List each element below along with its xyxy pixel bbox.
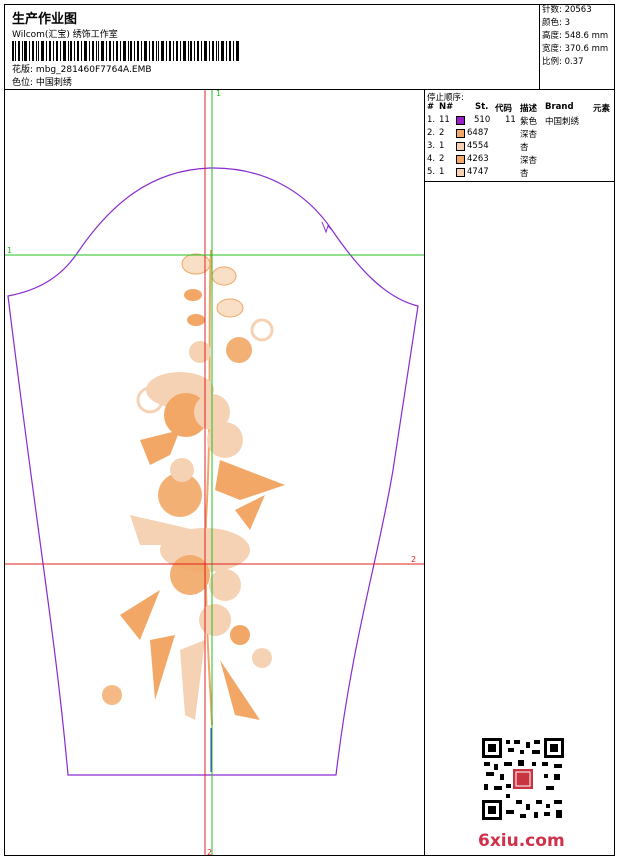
design-height: 高度: 548.6 mm (542, 31, 609, 41)
table-row: 4. 2 4263 深杏 (425, 154, 615, 166)
table-row: 3. 1 4554 杏 (425, 141, 615, 153)
stop-sequence-panel: 停止顺序: # N# St. 代码 描述 Brand 元素 1. 11 510 … (424, 89, 615, 182)
row-needle: 1 (439, 167, 445, 177)
design-width: 宽度: 370.6 mm (542, 44, 609, 54)
col-header-description: 描述 (520, 104, 538, 114)
stop-sequence-title: 停止顺序: (427, 93, 464, 103)
page-title: 生产作业图 (12, 12, 78, 27)
row-stitches: 4263 (467, 154, 489, 164)
embroidery-motif (102, 249, 285, 726)
pattern-file: mbg_281460F7764A.EMB (35, 65, 152, 75)
guide-label-h1: 1 (7, 246, 12, 255)
row-stitches: 6487 (467, 128, 489, 138)
guide-label-v1: 1 (216, 90, 221, 98)
row-brand: 中国刺绣 (545, 117, 580, 127)
row-stitches: 4747 (467, 167, 489, 177)
color-position-value: 中国刺绣 (35, 78, 72, 88)
watermark-logo: 6xiu.com (478, 831, 565, 851)
column-divider (424, 181, 425, 856)
seal-icon (513, 769, 533, 789)
col-header-stitches: St. (475, 102, 489, 112)
color-swatch (456, 142, 465, 151)
qr-code (482, 738, 564, 820)
barcode (12, 41, 239, 61)
table-row: 2. 2 6487 深杏 (425, 128, 615, 140)
color-count: 颜色: 3 (542, 18, 570, 28)
color-swatch (456, 116, 465, 125)
row-index: 3. (427, 141, 436, 151)
color-swatch (456, 129, 465, 138)
table-row: 1. 11 510 11 紫色 中国刺绣 (425, 115, 615, 127)
row-needle: 11 (439, 115, 450, 125)
row-index: 4. (427, 154, 436, 164)
col-header-brand: Brand (545, 102, 574, 112)
guide-label-v2: 2 (207, 848, 212, 855)
row-description: 杏 (520, 169, 529, 179)
pattern-label: 花版: (12, 65, 34, 75)
row-description: 紫色 (520, 117, 538, 127)
row-description: 深杏 (520, 130, 538, 140)
row-needle: 2 (439, 128, 445, 138)
row-stitches: 4554 (467, 141, 489, 151)
notch-mark (321, 221, 333, 234)
row-description: 杏 (520, 143, 529, 153)
studio-name: Wilcom(汇宝) 绣饰工作室 (12, 30, 118, 40)
color-position-label: 色位: (12, 78, 34, 88)
design-canvas: 1 1 2 2 (5, 90, 424, 855)
table-row: 5. 1 4747 杏 (425, 167, 615, 179)
guide-label-h2: 2 (411, 555, 416, 564)
col-header-index: # (427, 102, 435, 112)
page-frame (4, 4, 615, 856)
row-code: 11 (505, 115, 516, 125)
header-panel: 生产作业图 Wilcom(汇宝) 绣饰工作室 (4, 4, 540, 90)
color-swatch (456, 155, 465, 164)
row-description: 深杏 (520, 156, 538, 166)
color-position-line: 色位: 中国刺绣 (12, 75, 72, 88)
row-index: 5. (427, 167, 436, 177)
row-stitches: 510 (474, 115, 491, 125)
row-needle: 2 (439, 154, 445, 164)
col-header-element: 元素 (593, 104, 611, 114)
row-index: 1. (427, 115, 436, 125)
stitch-count: 针数: 20563 (542, 5, 592, 15)
color-swatch (456, 168, 465, 177)
row-index: 2. (427, 128, 436, 138)
design-scale: 比例: 0.37 (542, 57, 584, 67)
col-header-code: 代码 (495, 104, 513, 114)
sleeve-outline (7, 167, 419, 776)
row-needle: 1 (439, 141, 445, 151)
col-header-needle: N# (439, 102, 454, 112)
stats-panel: 针数: 20563 颜色: 3 高度: 548.6 mm 宽度: 370.6 m… (540, 4, 615, 90)
pattern-line: 花版: mbg_281460F7764A.EMB (12, 62, 152, 75)
